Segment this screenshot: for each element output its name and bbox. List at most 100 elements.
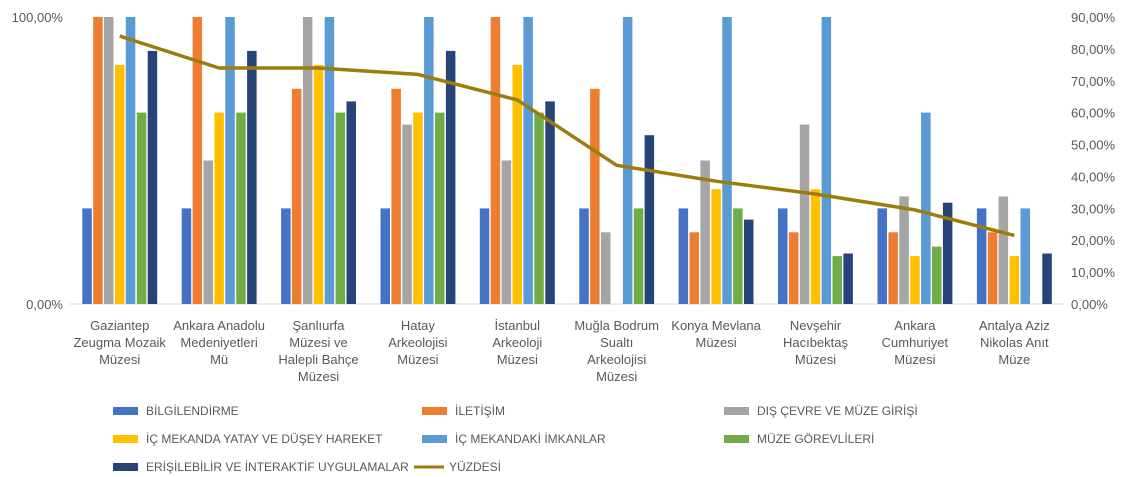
bar <box>832 256 842 304</box>
bar <box>1009 256 1020 304</box>
legend-label: YÜZDESİ <box>449 460 501 474</box>
bar <box>445 50 456 305</box>
bar <box>413 112 423 304</box>
legend-swatch <box>724 407 749 415</box>
bar-series <box>82 17 1052 305</box>
category-label: Nevşehir Hacıbektaş Müzesi <box>783 318 849 367</box>
category-label: İstanbul Arkeoloji Müzesi <box>492 318 542 367</box>
legend-swatch <box>422 407 447 415</box>
right-tick-label: 80,00% <box>1071 42 1116 57</box>
bar <box>744 219 754 304</box>
category-label: Şanlıurfa Müzesi ve Halepli Bahçe Müzesi <box>278 318 358 384</box>
bar <box>579 208 589 304</box>
bar <box>622 17 633 304</box>
bar <box>391 88 401 305</box>
bar <box>402 124 412 304</box>
bar <box>843 253 853 304</box>
left-tick-label: 0,00% <box>26 297 63 312</box>
bar <box>534 112 544 304</box>
bar <box>601 232 611 305</box>
bar <box>689 232 699 305</box>
right-tick-label: 40,00% <box>1071 169 1116 184</box>
bar <box>501 160 512 304</box>
bar <box>942 202 953 304</box>
bar <box>346 101 356 305</box>
category-label: Ankara Anadolu Medeniyetleri Mü <box>173 318 265 367</box>
legend-swatch <box>422 435 447 443</box>
bar <box>512 64 522 305</box>
line-series <box>119 34 1015 238</box>
legend-swatch <box>724 435 749 443</box>
category-label: Gaziantep Zeugma Mozaik Müzesi <box>73 318 166 367</box>
bar <box>711 189 721 304</box>
bar <box>82 208 92 304</box>
bar <box>324 17 335 304</box>
bar <box>236 112 246 304</box>
legend: BİLGİLENDİRME İLETİŞİM DIŞ ÇEVRE VE MÜZE G… <box>113 404 918 474</box>
legend-label: İLETİŞİM <box>455 404 505 418</box>
bar <box>976 208 987 304</box>
bar <box>778 208 788 304</box>
right-tick-label: 30,00% <box>1071 201 1116 216</box>
bar <box>733 208 743 304</box>
right-axis: 0,00% 10,00% 20,00% 30,00% 40,00% 50,00% 60,00… <box>1071 10 1116 312</box>
bar <box>590 88 600 305</box>
bar <box>788 232 799 305</box>
bar <box>722 17 732 304</box>
bar <box>281 208 291 304</box>
bar <box>799 124 810 304</box>
bar <box>192 17 203 304</box>
bar <box>302 17 313 304</box>
bar <box>678 208 689 304</box>
category-label: Konya Mevlana Müzesi <box>671 318 761 350</box>
bar <box>225 17 235 304</box>
bar <box>380 208 390 304</box>
bar <box>479 208 490 304</box>
bar <box>247 50 257 305</box>
bar <box>335 112 346 304</box>
bar <box>93 17 103 304</box>
legend-swatch <box>113 463 138 471</box>
category-label: Ankara Cumhuriyet Müzesi <box>882 318 949 367</box>
category-label: Muğla Bodrum Sualtı Arkeolojisi Müzesi <box>574 318 659 384</box>
left-tick-label: 100,00% <box>12 10 64 25</box>
left-axis: 0,00% 100,00% <box>12 10 64 312</box>
bar <box>633 208 644 304</box>
bar <box>545 101 555 305</box>
bar <box>125 17 136 304</box>
bar <box>490 17 501 304</box>
bar <box>214 112 224 304</box>
legend-label: MÜZE GÖREVLİLERİ <box>757 432 874 446</box>
bar <box>104 17 114 304</box>
bar <box>987 232 998 305</box>
right-tick-label: 20,00% <box>1071 233 1116 248</box>
bar <box>899 196 909 304</box>
bar <box>115 64 125 305</box>
right-tick-label: 0,00% <box>1071 297 1108 312</box>
bar <box>1020 208 1030 304</box>
line-yuzdesi <box>119 34 1015 238</box>
bar <box>644 135 655 304</box>
bar <box>1042 253 1052 304</box>
category-label: Hatay Arkeolojisi Müzesi <box>388 318 447 367</box>
bar <box>147 50 158 305</box>
bar <box>998 196 1009 304</box>
bar <box>810 189 821 304</box>
right-tick-label: 60,00% <box>1071 106 1116 121</box>
bar <box>523 17 533 304</box>
bar <box>888 232 898 305</box>
legend-label: BİLGİLENDİRME <box>146 404 239 418</box>
legend-label: ERİŞİLEBİLİR VE İNTERAKTİF UYGULAMALAR <box>146 460 409 474</box>
category-label: Antalya Aziz Nikolas Anıt Müze <box>979 318 1050 367</box>
legend-label: DIŞ ÇEVRE VE MÜZE GİRİŞİ <box>757 404 918 418</box>
legend-swatch <box>113 407 138 415</box>
right-tick-label: 50,00% <box>1071 138 1116 153</box>
right-tick-label: 90,00% <box>1071 10 1116 25</box>
bar <box>700 160 710 304</box>
bar <box>291 88 302 305</box>
bar <box>821 17 832 304</box>
right-tick-label: 10,00% <box>1071 265 1116 280</box>
bar <box>424 17 434 304</box>
